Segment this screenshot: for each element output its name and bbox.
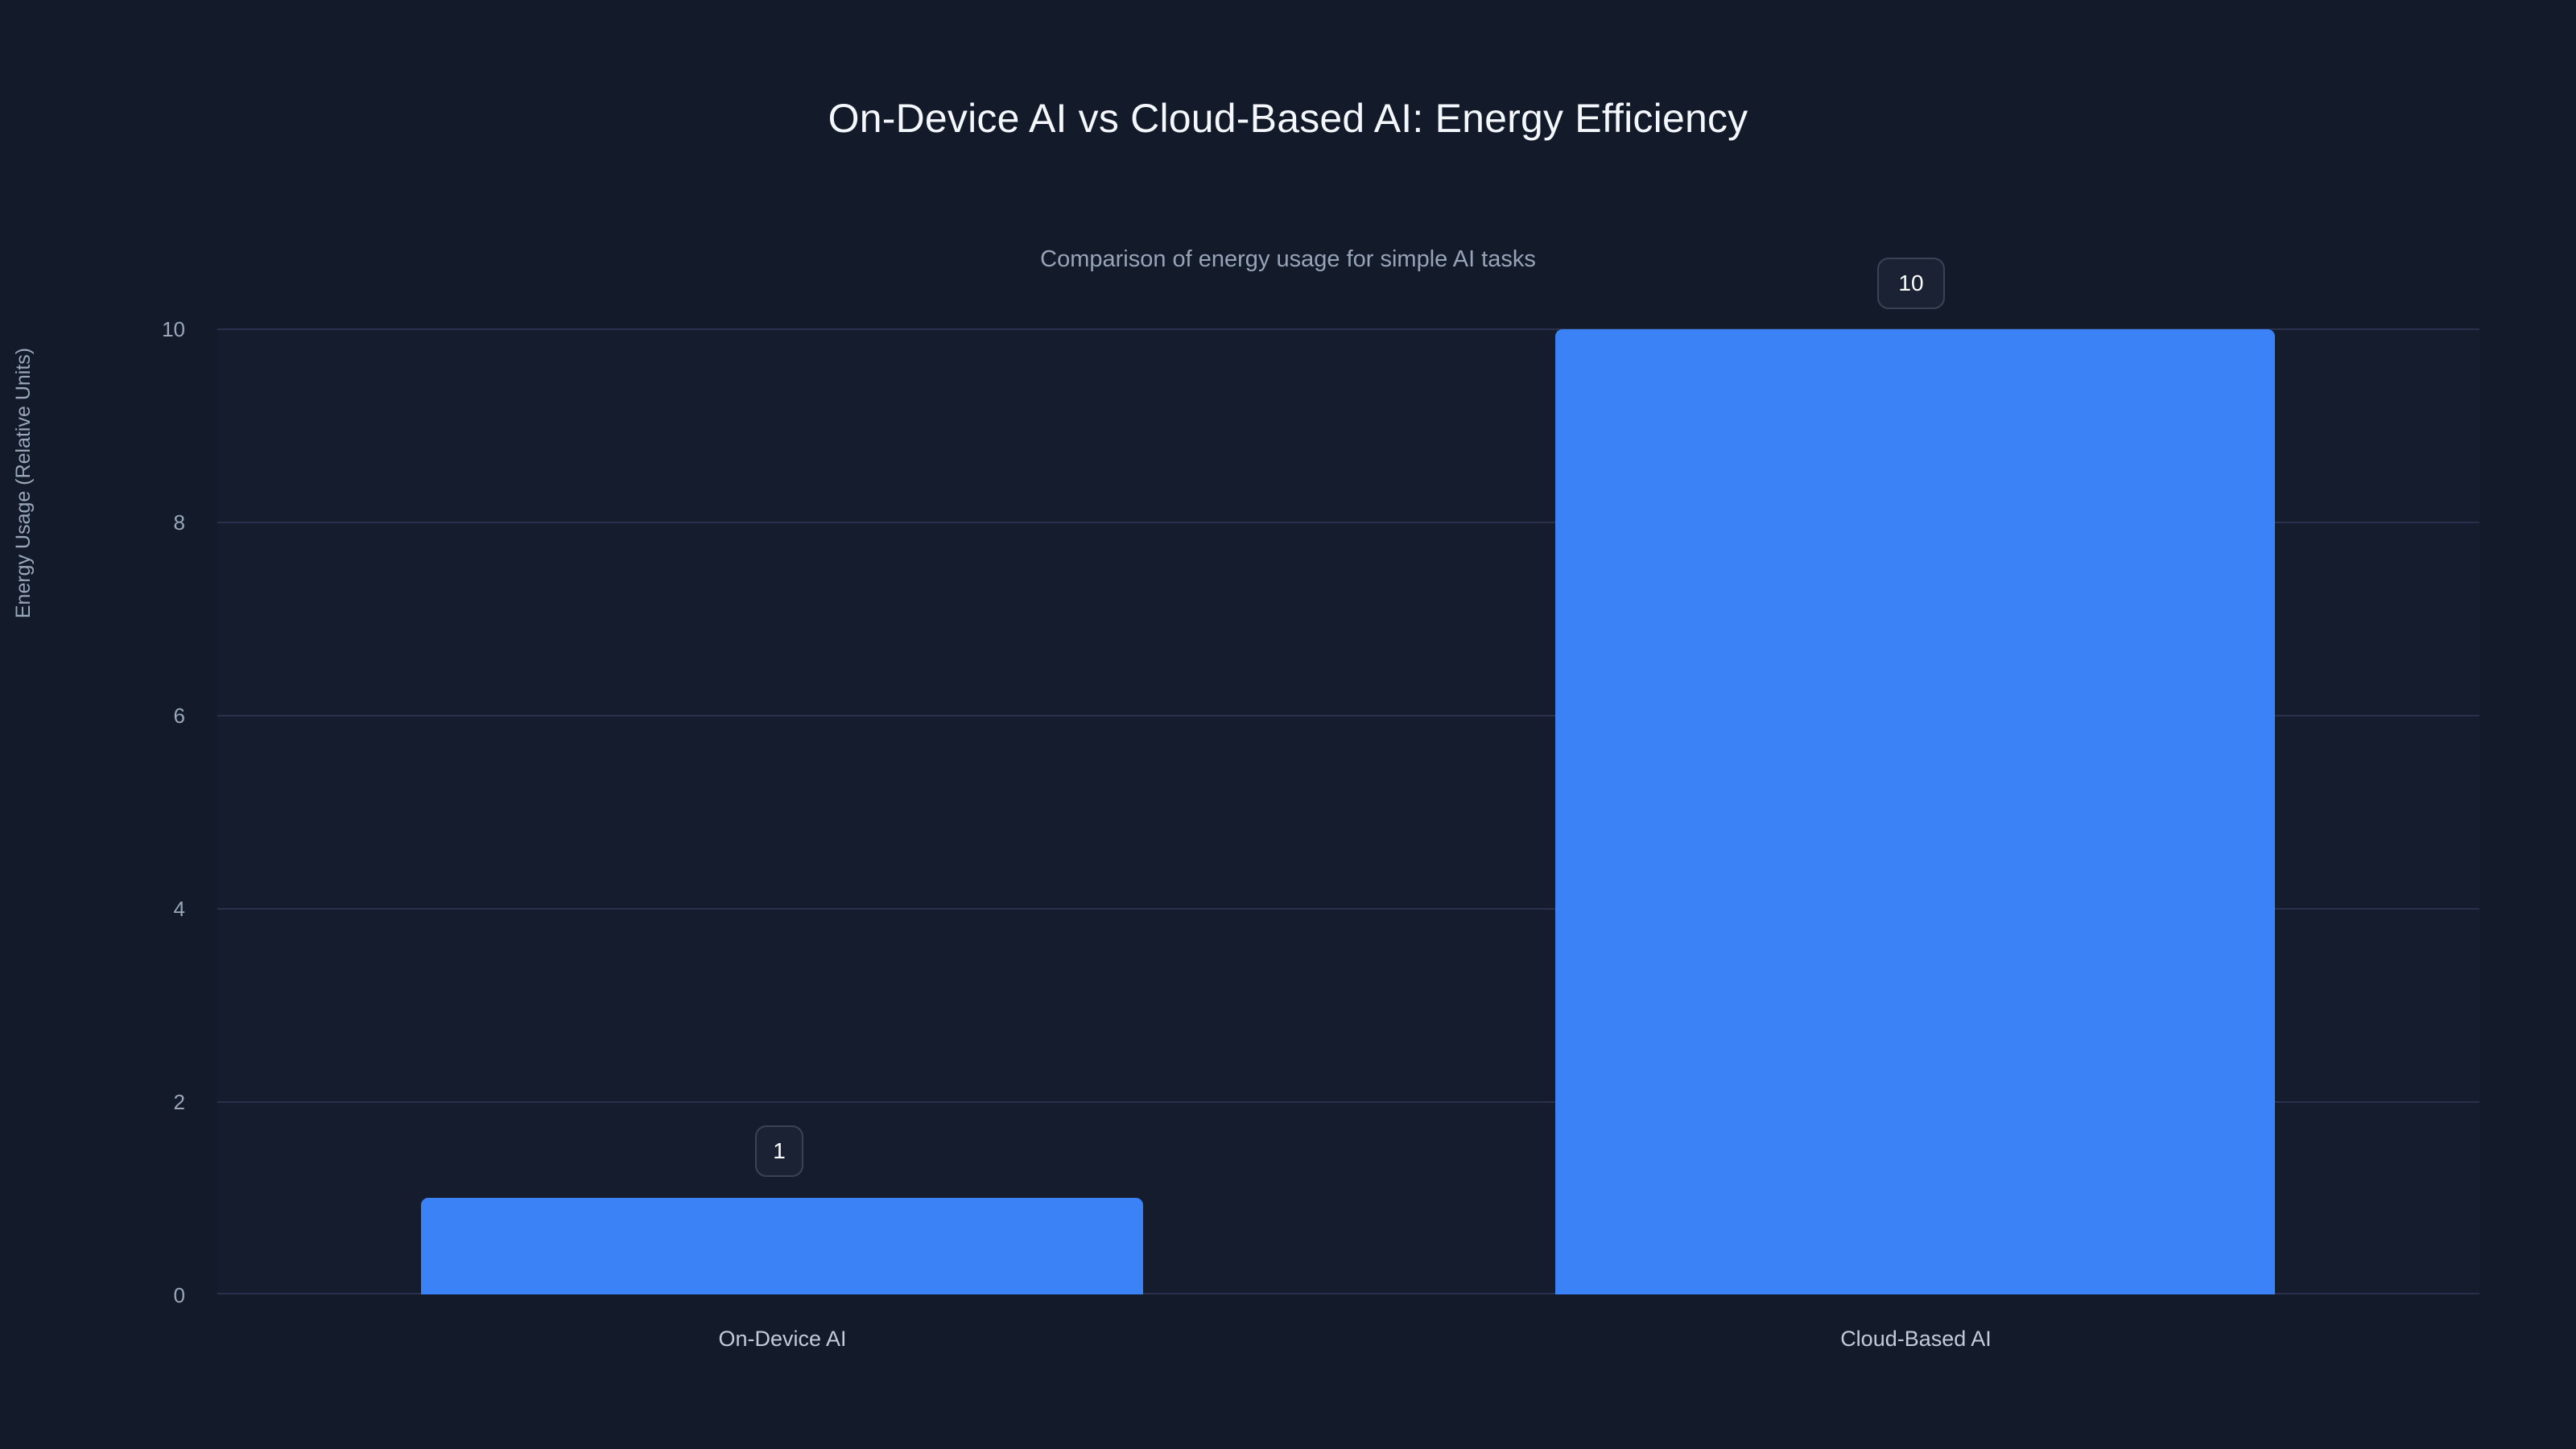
value-badge-on-device-ai: 1	[755, 1125, 803, 1177]
plot-area	[217, 328, 2479, 1294]
gridline-10	[217, 328, 2479, 330]
y-tick-label-8: 8	[173, 510, 185, 535]
bar-on-device-ai[interactable]	[421, 1198, 1143, 1294]
y-tick-label-10: 10	[162, 317, 185, 341]
bar-cloud-based-ai[interactable]	[1555, 329, 2275, 1294]
y-tick-label-0: 0	[173, 1283, 185, 1307]
x-tick-label-cloud-based-ai: Cloud-Based AI	[1840, 1327, 1992, 1351]
gridline-4	[217, 908, 2479, 910]
value-badge-cloud-based-ai: 10	[1877, 258, 1945, 309]
gridline-8	[217, 522, 2479, 523]
chart-subtitle: Comparison of energy usage for simple AI…	[1040, 246, 1536, 272]
chart-title: On-Device AI vs Cloud-Based AI: Energy E…	[828, 96, 1748, 141]
x-tick-label-on-device-ai: On-Device AI	[718, 1327, 847, 1351]
y-tick-label-4: 4	[173, 897, 185, 921]
gridline-2	[217, 1101, 2479, 1103]
y-tick-label-6: 6	[173, 704, 185, 728]
gridline-0	[217, 1293, 2479, 1294]
gridline-6	[217, 715, 2479, 716]
y-tick-label-2: 2	[173, 1090, 185, 1114]
